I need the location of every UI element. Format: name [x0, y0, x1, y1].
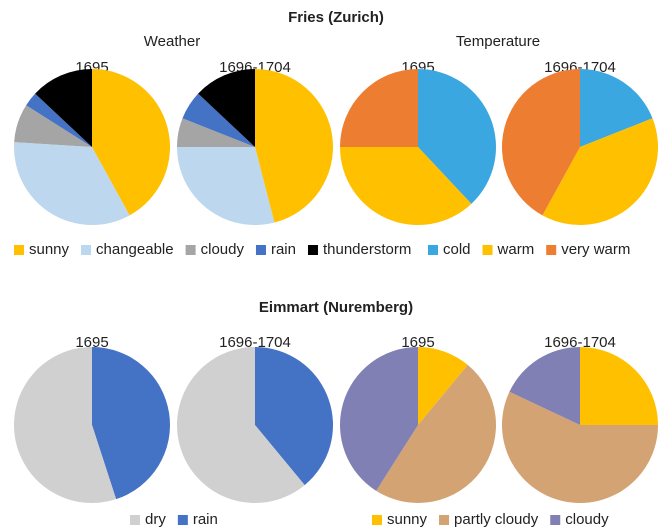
legend-swatch — [177, 515, 188, 525]
legend-swatch — [255, 245, 266, 255]
pie-title: 1695 — [75, 334, 108, 351]
pie-slice — [340, 69, 418, 147]
pie-slice — [35, 69, 92, 147]
pie-slice — [26, 93, 92, 147]
pie-slice — [502, 391, 658, 504]
pie-slice — [14, 105, 92, 147]
pie-title: 1696-1704 — [544, 334, 616, 351]
legend-swatch — [550, 515, 561, 525]
legend-label: cloudy — [201, 241, 245, 258]
legend-swatch — [185, 245, 196, 255]
pie-slice — [92, 69, 170, 216]
pie-slice — [92, 347, 170, 500]
legend-swatch — [372, 515, 382, 525]
legend-label: changeable — [96, 241, 174, 258]
legend-label: rain — [271, 241, 296, 258]
group-title: Fries (Zurich) — [288, 9, 384, 26]
legend-swatch — [14, 245, 24, 255]
pie-slice — [502, 69, 580, 216]
pie-slice — [255, 347, 334, 486]
pie-slice — [14, 142, 130, 225]
legend-swatch — [439, 515, 450, 525]
pie-slice — [542, 118, 658, 225]
legend-label: cloudy — [565, 511, 609, 528]
legend-label: cold — [443, 241, 471, 258]
pie-title: 1695 — [401, 334, 434, 351]
legend-label: dry — [145, 511, 166, 528]
pie-slice — [177, 118, 255, 147]
pie-slice — [580, 347, 658, 425]
legend-label: partly cloudy — [454, 511, 539, 528]
pie-slice — [418, 347, 468, 425]
pie-title: 1696-1704 — [219, 334, 291, 351]
subtitle: Weather — [144, 33, 200, 50]
legend-swatch — [81, 245, 92, 255]
legend-label: thunderstorm — [323, 241, 411, 258]
subtitle: Temperature — [456, 33, 540, 50]
pie-slice — [340, 147, 472, 226]
legend-label: very warm — [561, 241, 630, 258]
legend-label: warm — [497, 241, 535, 258]
pie-slice — [509, 347, 580, 425]
legend-swatch — [307, 245, 318, 255]
pie-slice — [580, 69, 653, 147]
legend-label: sunny — [387, 511, 428, 528]
legend-swatch — [482, 245, 493, 255]
pie-slice — [182, 93, 255, 147]
legend-label: sunny — [29, 241, 70, 258]
pie-slice — [255, 69, 333, 223]
pie-slice — [340, 347, 418, 491]
legend-swatch — [130, 515, 140, 525]
legend-swatch — [546, 245, 557, 255]
pie-slice — [177, 347, 305, 503]
pie-slice — [376, 364, 497, 504]
group-title: Eimmart (Nuremberg) — [259, 299, 413, 316]
legend-label: rain — [193, 511, 218, 528]
pie-slice — [198, 69, 255, 147]
pie-slice — [13, 347, 117, 503]
legend-swatch — [428, 245, 438, 255]
pie-slice — [177, 147, 275, 225]
pie-slice — [418, 69, 497, 204]
